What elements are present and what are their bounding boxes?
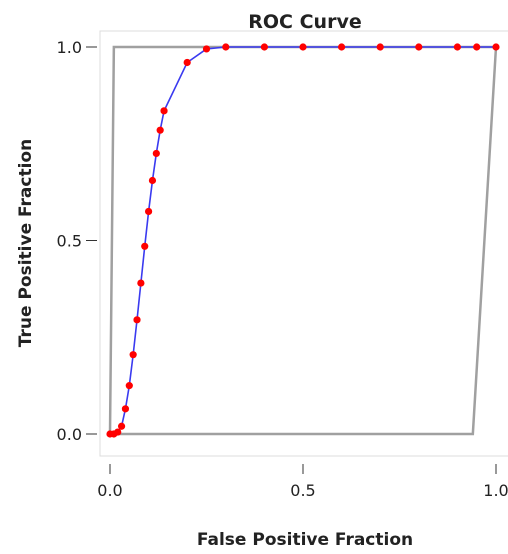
roc-point bbox=[156, 126, 164, 134]
roc-point bbox=[160, 107, 168, 115]
roc-point bbox=[117, 422, 126, 430]
y-tick-label: 0.5 bbox=[57, 232, 82, 251]
roc-point bbox=[141, 242, 149, 250]
x-tick-label: 1.0 bbox=[483, 481, 508, 500]
y-axis: 0.0 0.5 1.0 bbox=[57, 38, 97, 444]
roc-point bbox=[137, 279, 145, 287]
roc-point bbox=[299, 43, 307, 51]
roc-point bbox=[152, 149, 160, 158]
roc-point bbox=[183, 58, 191, 67]
roc-point bbox=[453, 43, 461, 51]
roc-point bbox=[473, 43, 481, 51]
series-layer bbox=[106, 43, 500, 438]
x-tick-label: 0.0 bbox=[97, 481, 122, 500]
chart-title: ROC Curve bbox=[248, 11, 361, 33]
roc-point bbox=[121, 405, 130, 413]
plot-frame bbox=[99, 30, 508, 457]
y-tick-label: 1.0 bbox=[57, 38, 82, 57]
x-axis: 0.0 0.5 1.0 bbox=[97, 464, 508, 500]
y-axis-title: True Positive Fraction bbox=[16, 139, 36, 347]
roc-point bbox=[260, 43, 268, 51]
roc-point bbox=[148, 176, 157, 185]
roc-point bbox=[376, 43, 384, 51]
reference-curve-2 bbox=[110, 46, 498, 436]
reference-curves bbox=[108, 45, 498, 436]
roc-point bbox=[492, 43, 500, 51]
x-axis-title: False Positive Fraction bbox=[197, 530, 413, 550]
roc-point bbox=[202, 45, 211, 53]
roc-line bbox=[110, 46, 496, 435]
roc-point bbox=[125, 382, 133, 390]
roc-point bbox=[338, 43, 346, 51]
roc-point bbox=[129, 351, 137, 359]
x-tick-label: 0.5 bbox=[290, 481, 315, 500]
reference-curve-1 bbox=[108, 45, 496, 435]
roc-point bbox=[114, 428, 122, 436]
y-tick-label: 0.0 bbox=[57, 425, 82, 444]
roc-point bbox=[222, 43, 230, 51]
roc-point bbox=[145, 207, 153, 216]
roc-point bbox=[415, 43, 423, 51]
roc-point bbox=[133, 316, 141, 324]
